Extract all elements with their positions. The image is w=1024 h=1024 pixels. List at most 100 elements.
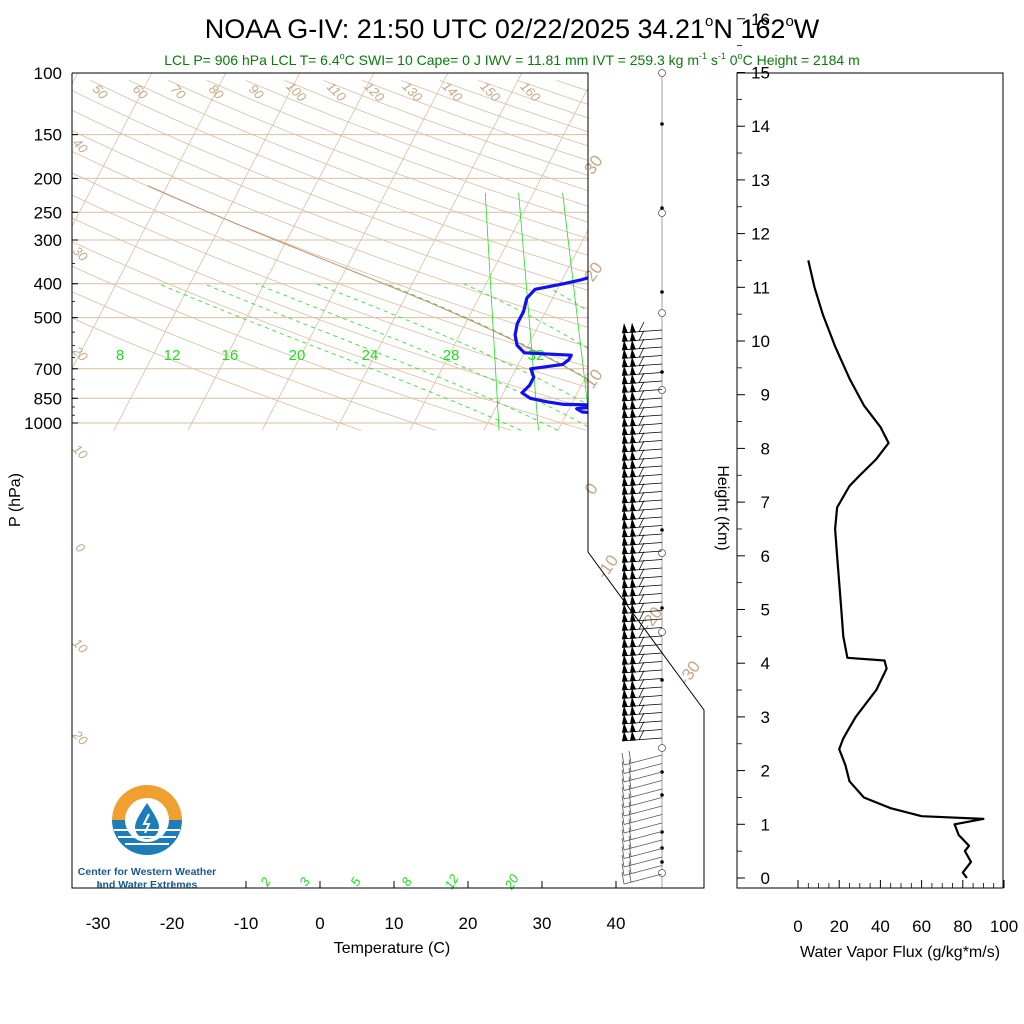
isotherm-line [409,73,597,431]
wind-barb-feather [638,491,645,503]
wind-barb-pennant [630,331,636,342]
wind-barb-pennant [622,637,628,648]
wind-barb-feather [628,827,632,840]
wind-barb-feather [621,786,625,800]
dry-adiabat-line [556,80,704,431]
isotherm-line [854,73,1024,430]
isotherm-line [113,73,301,431]
wind-barb-staff [621,406,663,410]
wind-barb-pennant [630,671,636,682]
vapor-flux-y-label: Height (Km) [714,465,731,550]
wind-barb-feather [638,381,645,392]
wind-barb-feather [628,852,632,866]
wind-barb-pennant [630,373,636,384]
wind-barb-feather [638,525,645,537]
wind-barb-feather [628,861,632,874]
pressure-tick-label: 1000 [24,414,62,433]
dry-adiabat-line [400,80,704,431]
wind-barb-pennant [630,713,636,724]
temperature-tick-label: -30 [86,914,111,933]
wind-barb-feather [638,610,645,622]
wind-barb-staff [621,474,663,478]
wind-barb-staff [623,865,663,876]
wind-barb-feather [621,795,625,808]
dry-adiabat-label: 130 [399,79,425,105]
chart-subtitle: LCL P= 906 hPa LCL T= 6.4oC SWI= 10 Cape… [164,51,859,68]
wind-barb-pennant [622,603,628,614]
wind-barb-feather [638,517,645,528]
wind-barb-pennant [630,458,636,469]
wind-barb-pennant [630,696,636,707]
wind-barb-pennant [622,331,628,342]
wind-barb-pennant [630,450,636,461]
isotherm-line [335,73,523,431]
skewt-profiles [147,185,704,425]
wind-barb-feather [638,704,645,715]
wind-barb-staff [621,525,663,529]
wind-barb-feather [621,769,625,783]
wind-barb-staff [621,355,663,359]
mixing-ratio-line [604,192,642,431]
wind-barb-pennant [622,365,628,376]
wind-barb-staff [621,618,663,623]
isotherm-label: 0 [581,480,602,499]
mixing-ratio-label: 20 [289,347,306,364]
wind-barb-pennant [630,322,636,333]
mixing-ratio-label: 12 [441,871,462,892]
height-tick-label: 0 [761,869,770,888]
wind-barb-feather [621,778,625,791]
wind-barb-pennant [622,501,628,512]
wind-barb-staff [621,610,663,614]
wind-level-dot [660,122,664,126]
wind-barb-feather [638,440,645,452]
mixing-ratio-label: 24 [362,347,379,364]
wind-barb-pennant [622,688,628,699]
wind-barb-staff [623,754,663,766]
temperature-tick-label: -10 [234,914,259,933]
wind-barb-feather [628,835,632,849]
dry-adiabat-line [90,80,704,431]
moist-adiabat-line [158,283,522,431]
dry-adiabat-line [167,80,704,431]
wind-barb-pennant [630,543,636,554]
dry-adiabat-label: 50 [90,81,111,102]
wind-barb-pennant [630,441,636,452]
wind-barb-pennant [630,484,636,495]
wind-barb-pennant [630,705,636,716]
dry-adiabat-label: 120 [361,79,387,105]
temperature-tick-label: 30 [533,914,552,933]
mixing-ratio-line [670,192,704,431]
wind-barb-pennant [622,569,628,580]
wind-barb-feather [628,869,632,883]
wind-barb-pennant [622,323,628,333]
vapor-flux-x-label: Water Vapor Flux (g/kg*m/s) [800,944,1000,961]
wind-barb-staff [623,822,663,834]
wind-barb-pennant [622,552,628,563]
wind-barb-pennant [630,390,636,401]
dry-adiabat-line [72,80,704,431]
wind-barb-feather [638,644,645,656]
wind-barb-pennant [630,339,636,350]
wind-barb-feather [638,508,645,520]
wind-barb-pennant [630,399,636,410]
wind-barb-pennant [622,680,628,690]
wind-barb-feather [638,364,645,375]
wind-barb-pennant [622,671,628,682]
wind-barb-feather [638,330,645,341]
wind-barb-feather [628,776,632,789]
wind-barb-staff [621,678,663,682]
wind-barb-staff [621,661,663,665]
wind-barb-staff [623,797,663,808]
wind-barb-pennant [622,561,628,571]
temperature-tick-label: -20 [160,914,185,933]
wind-barb-feather [638,415,645,426]
wind-barb-feather [621,803,625,817]
logo-line1: Center for Western Weather [78,866,216,878]
wind-barb-feather [638,551,645,562]
dry-adiabat-line [245,80,704,431]
logo-line2: and Water Extremes [97,879,198,891]
wind-barb-pennant [622,714,628,724]
dry-adiabat-line [72,80,704,431]
pressure-tick-label: 700 [34,360,62,379]
wind-barb-staff [621,644,663,648]
